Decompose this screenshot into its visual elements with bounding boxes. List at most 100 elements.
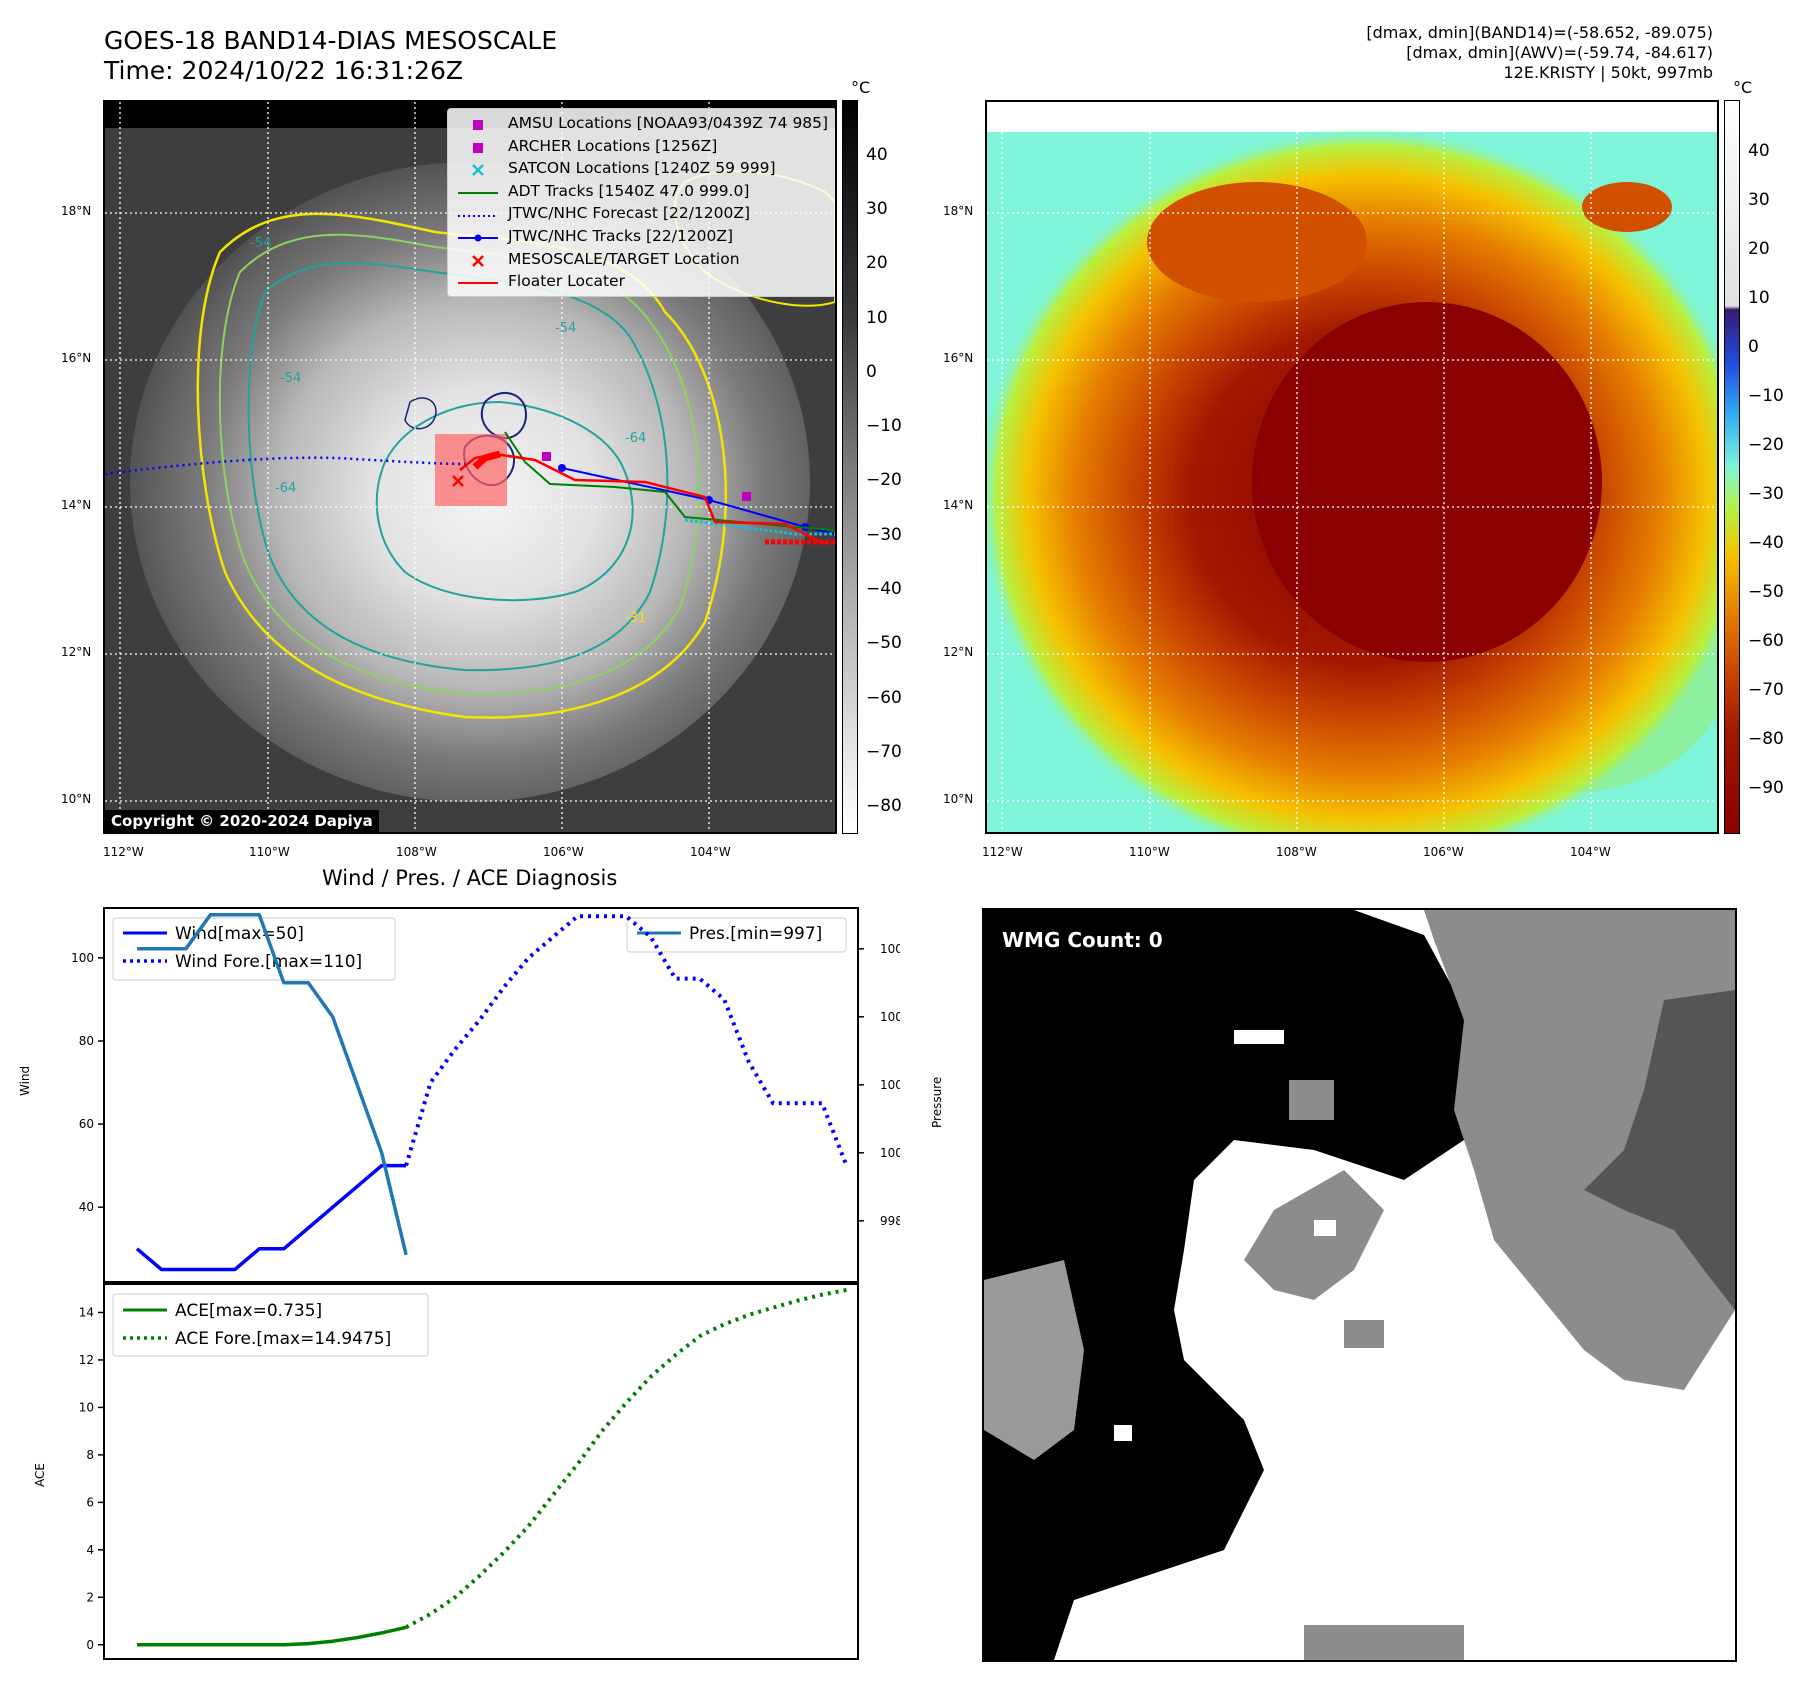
adt-track xyxy=(504,431,835,531)
colorbar-tick: −50 xyxy=(1748,582,1784,602)
wind-legend: Wind[max=50] Wind Fore.[max=110] xyxy=(112,917,396,981)
pres-min-997-line xyxy=(137,913,408,1256)
colorbar-tick: 20 xyxy=(866,253,888,273)
lon-tick: 110°W xyxy=(249,845,290,859)
colorbar-tick: −80 xyxy=(1748,729,1784,749)
stats-band14: [dmax, dmin](BAND14)=(-58.652, -89.075) xyxy=(1366,23,1713,42)
colorbar-tick: 0 xyxy=(866,362,877,382)
lat-tick: 16°N xyxy=(61,351,92,365)
lat-tick: 12°N xyxy=(943,645,974,659)
ace-y-ticks: 14 12 10 8 6 4 2 0 xyxy=(79,1305,104,1652)
legend-marker-icon xyxy=(456,161,500,177)
tick-label: 14 xyxy=(79,1305,94,1319)
ir-grayscale-map: -54 -54 -64 -64 -54 -31 AMSU Locations [… xyxy=(103,100,837,834)
lat-tick: 16°N xyxy=(943,351,974,365)
legend-label: ADT Tracks [1540Z 47.0 999.0] xyxy=(508,181,750,200)
lon-tick: 104°W xyxy=(1570,845,1611,859)
pressure-legend: Pres.[min=997] xyxy=(626,917,847,953)
legend-label: MESOSCALE/TARGET Location xyxy=(508,249,740,268)
legend-wind-label: Wind[max=50] xyxy=(175,924,304,944)
ir-color-imagery xyxy=(987,102,1717,832)
colorbar-tick: −20 xyxy=(866,470,902,490)
tick-label: 80 xyxy=(79,1034,94,1048)
legend-marker-icon xyxy=(456,252,500,267)
tick-label: 998 xyxy=(880,1214,900,1228)
colorbar-tick: 40 xyxy=(1748,141,1770,161)
legend-item: SATCON Locations [1240Z 59 999] xyxy=(456,157,828,180)
wind-fore-max-110-line xyxy=(404,914,849,1167)
colorbar-tick: −30 xyxy=(1748,484,1784,504)
ace-axes xyxy=(103,1283,859,1660)
tick-label: 8 xyxy=(86,1448,94,1462)
colorbar-tick: −30 xyxy=(866,525,902,545)
archer-marker xyxy=(542,452,551,461)
ace-legend: ACE[max=0.735] ACE Fore.[max=14.9475] xyxy=(112,1293,429,1357)
lon-tick: 112°W xyxy=(982,845,1023,859)
legend-label: ARCHER Locations [1256Z] xyxy=(508,136,718,155)
amsu-marker xyxy=(742,492,751,501)
colorbar-tick: 10 xyxy=(866,308,888,328)
tick-label: 4 xyxy=(86,1543,94,1557)
colorbar-tick: 30 xyxy=(1748,190,1770,210)
colorbar-tick: 10 xyxy=(1748,288,1770,308)
colorbar-tick: −10 xyxy=(1748,386,1784,406)
wind-pressure-axes xyxy=(103,907,859,1283)
wmg-count-label: WMG Count: 0 xyxy=(1002,928,1163,952)
wind-max-50-line xyxy=(135,1163,407,1272)
legend-item: JTWC/NHC Forecast [22/1200Z] xyxy=(456,202,828,225)
legend-ace-label: ACE[max=0.735] xyxy=(175,1301,322,1321)
wmg-classification-map: WMG Count: 0 xyxy=(982,908,1737,1662)
copyright-label: Copyright © 2020-2024 Dapiya xyxy=(105,810,379,832)
colorbar-left xyxy=(842,100,858,834)
lat-tick: 10°N xyxy=(61,792,92,806)
mesoscale-target-marker xyxy=(452,475,464,487)
lon-tick: 108°W xyxy=(1276,845,1317,859)
lon-tick: 108°W xyxy=(396,845,437,859)
wind-axis-label: Wind xyxy=(18,1065,32,1096)
contour-label: -31 xyxy=(625,611,646,626)
legend-label: SATCON Locations [1240Z 59 999] xyxy=(508,159,776,178)
stats-awv: [dmax, dmin](AWV)=(-59.74, -84.617) xyxy=(1406,43,1713,62)
contour-label: -54 xyxy=(555,321,576,336)
legend-wind-fore-label: Wind Fore.[max=110] xyxy=(175,952,362,972)
ace-max-0-735-line xyxy=(137,1625,407,1647)
pressure-axis-label: Pressure xyxy=(930,1076,944,1128)
floater-box xyxy=(435,434,507,506)
tick-label: 2 xyxy=(86,1590,94,1604)
contour-label: -64 xyxy=(275,481,296,496)
colorbar-tick: 20 xyxy=(1748,239,1770,259)
tick-label: 60 xyxy=(79,1117,94,1131)
satcon-track xyxy=(684,518,835,536)
legend-item: Floater Locater xyxy=(456,270,828,293)
diagnosis-chart: Wind[max=50] Wind Fore.[max=110] Pres.[m… xyxy=(71,907,900,1660)
colorbar-tick: −50 xyxy=(866,633,902,653)
legend-item: ARCHER Locations [1256Z] xyxy=(456,135,828,158)
wind-y-ticks: 100 80 60 40 xyxy=(71,951,104,1214)
legend-item: JTWC/NHC Tracks [22/1200Z] xyxy=(456,225,828,248)
contour-label: -54 xyxy=(250,236,271,251)
forecast-track xyxy=(105,456,466,476)
colorbar-tick: −40 xyxy=(866,579,902,599)
lat-tick: 14°N xyxy=(61,498,92,512)
colorbar-tick: 30 xyxy=(866,199,888,219)
lon-tick: 106°W xyxy=(1423,845,1464,859)
legend-marker-icon xyxy=(456,207,500,221)
jtwc-track xyxy=(561,467,835,535)
colorbar-tick: 40 xyxy=(866,145,888,165)
contour-label: -64 xyxy=(625,431,646,446)
figure-time: Time: 2024/10/22 16:31:26Z xyxy=(104,56,463,85)
colorbar-tick: −70 xyxy=(1748,680,1784,700)
tick-label: 100 xyxy=(71,951,94,965)
ace-fore-max-14-9475-line xyxy=(405,1288,847,1630)
colorbar-right xyxy=(1724,100,1740,834)
jtwc-point xyxy=(558,464,566,472)
colorbar-tick: 0 xyxy=(1748,337,1759,357)
map-legend: AMSU Locations [NOAA93/0439Z 74 985] ARC… xyxy=(447,108,835,297)
tick-label: 6 xyxy=(86,1495,94,1509)
legend-ace-fore-label: ACE Fore.[max=14.9475] xyxy=(175,1329,391,1349)
colorbar-left-unit: °C xyxy=(851,78,871,97)
colorbar-tick: −60 xyxy=(866,688,902,708)
diagnosis-title: Wind / Pres. / ACE Diagnosis xyxy=(322,866,618,890)
colorbar-tick: −80 xyxy=(866,796,902,816)
lon-tick: 110°W xyxy=(1129,845,1170,859)
